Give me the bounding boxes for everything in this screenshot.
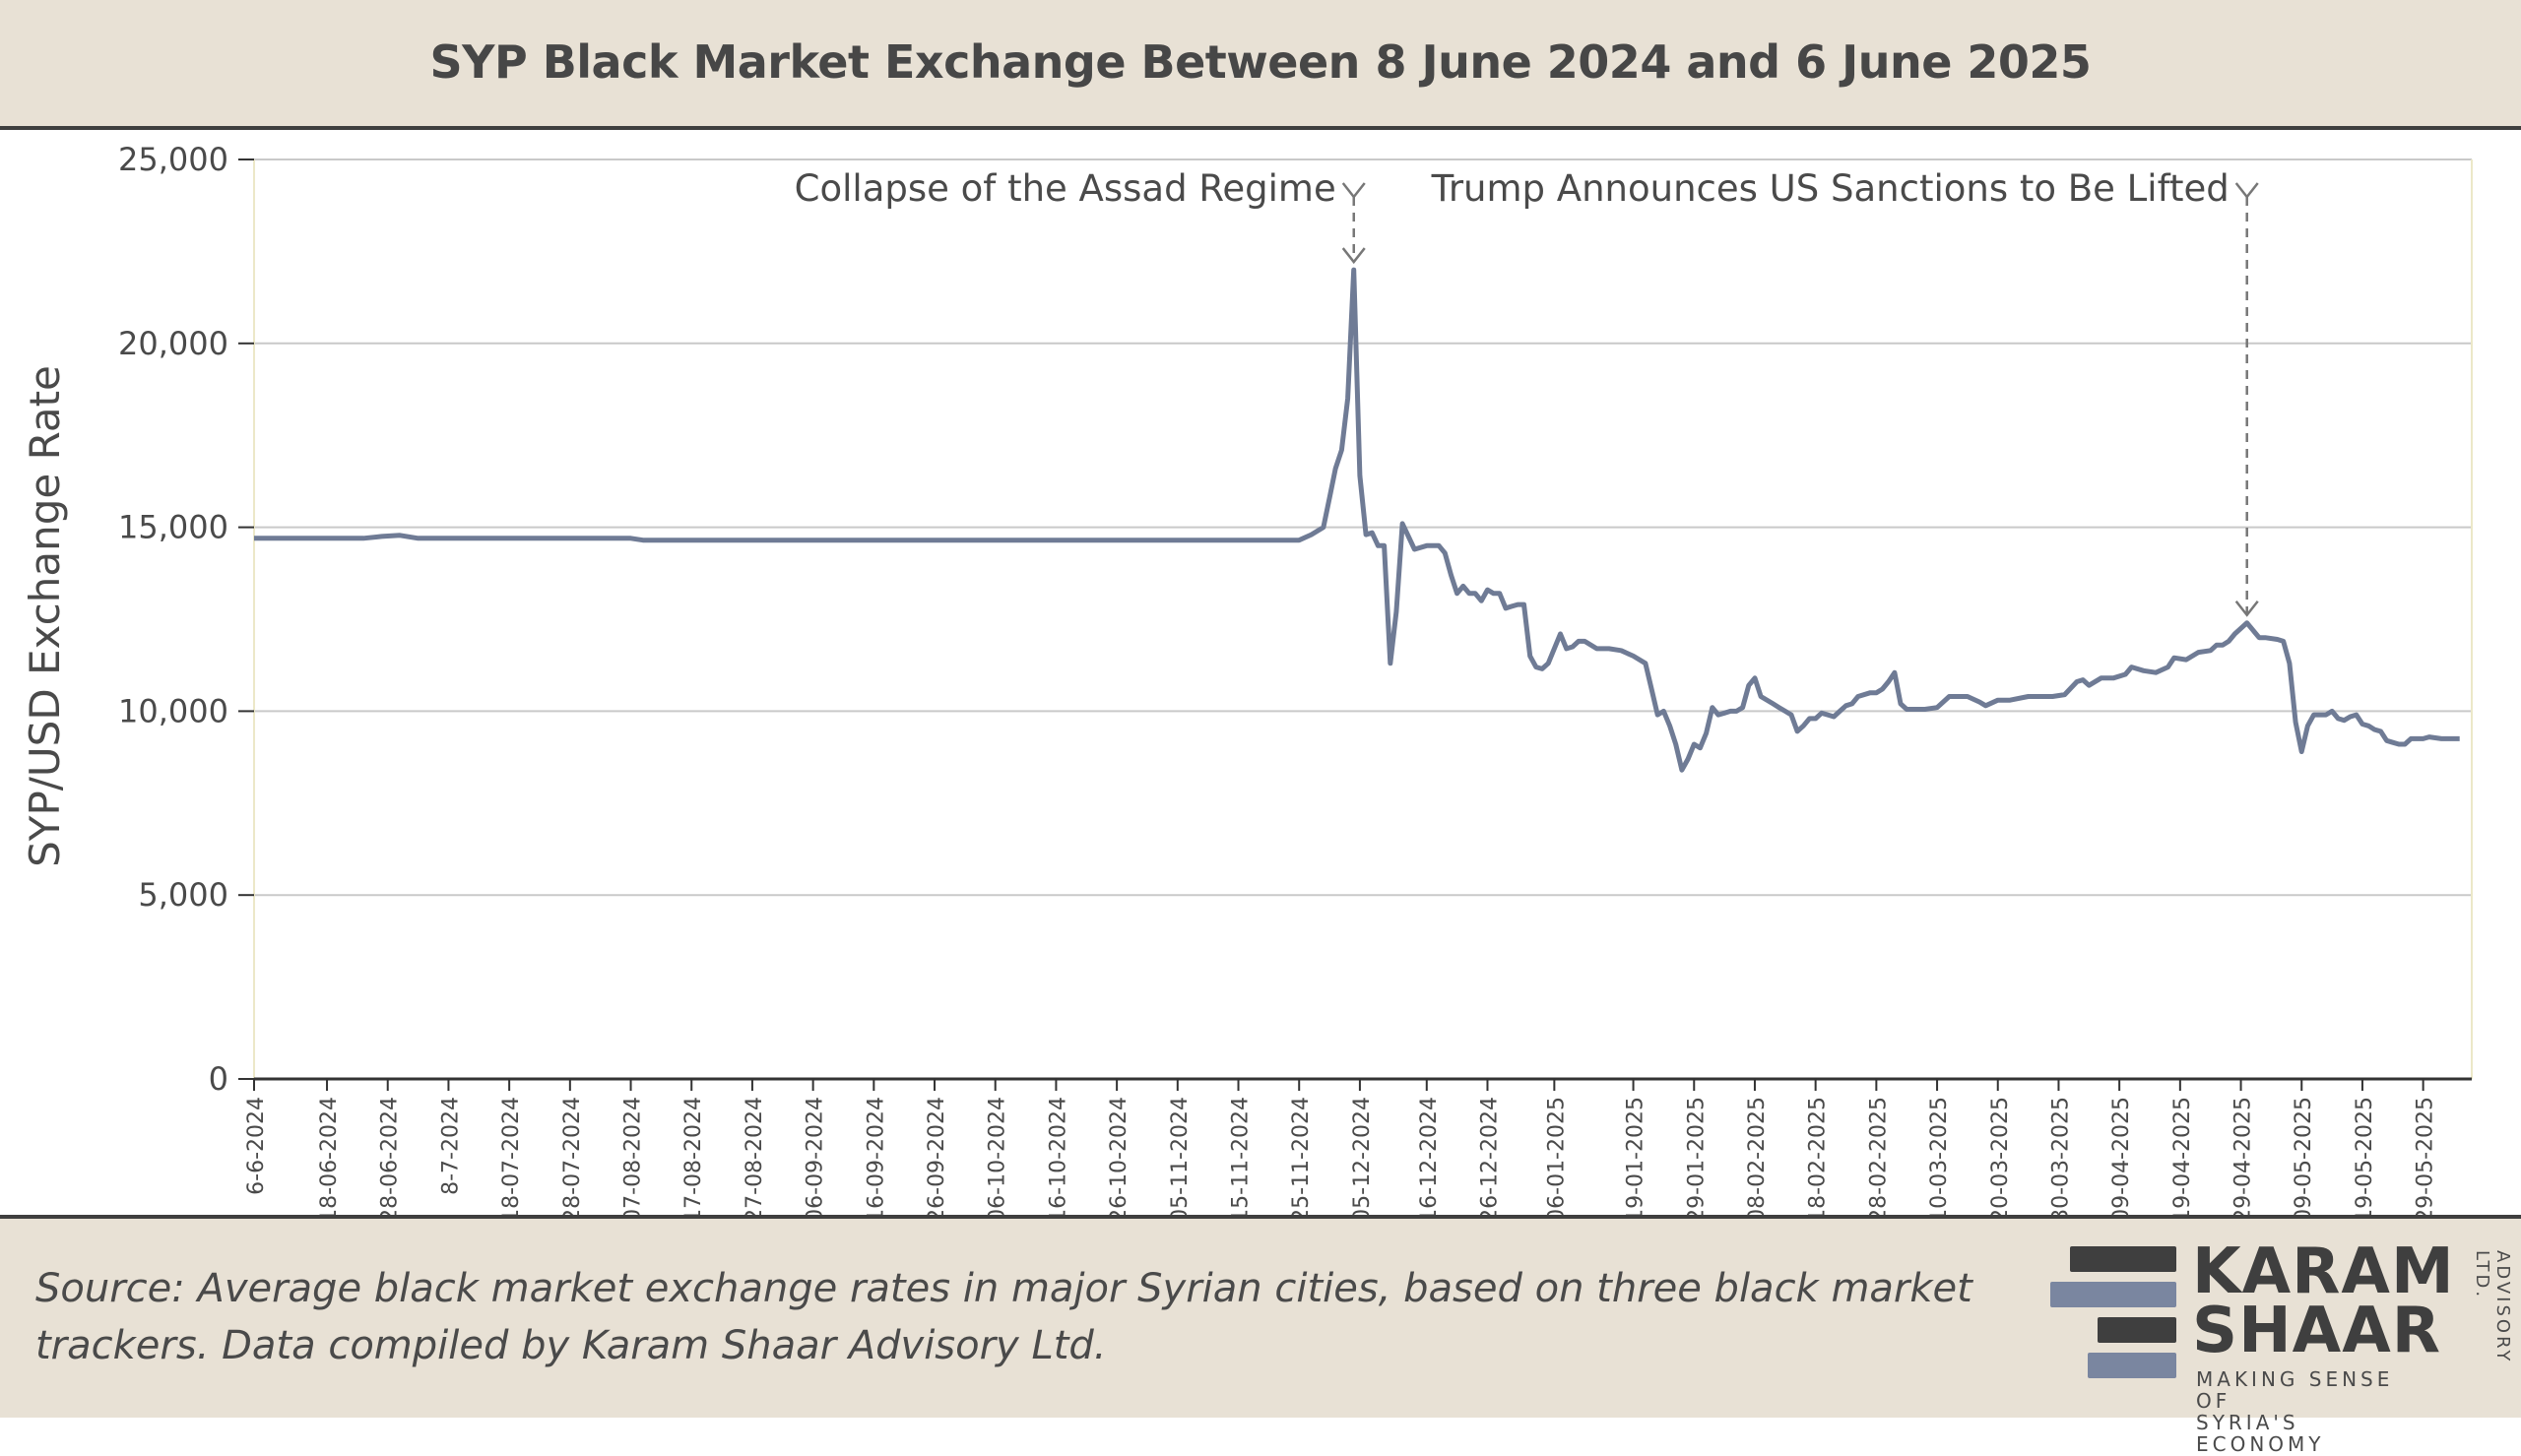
x-tick-label: 19-05-2025 xyxy=(2353,1097,2377,1215)
x-tick-label: 26-10-2024 xyxy=(1107,1097,1131,1215)
x-tick-label: 16-10-2024 xyxy=(1046,1097,1070,1215)
logo-bar-4 xyxy=(2088,1353,2176,1378)
annotation-label: Trump Announces US Sanctions to Be Lifte… xyxy=(1431,167,2230,210)
annotation-arrowhead xyxy=(1341,247,1366,265)
logo-vertical-text: ADVISORY LTD. xyxy=(2472,1250,2513,1364)
y-tick-label: 10,000 xyxy=(118,692,228,729)
chart-title: SYP Black Market Exchange Between 8 June… xyxy=(429,35,2092,89)
x-tick-label: 09-05-2025 xyxy=(2292,1097,2316,1215)
x-tick-label: 10-03-2025 xyxy=(1927,1097,1952,1215)
x-tick-label: 30-03-2025 xyxy=(2048,1097,2073,1215)
y-tick-label: 0 xyxy=(209,1060,228,1098)
footer-bar: Source: Average black market exchange ra… xyxy=(0,1215,2521,1455)
x-tick-label: 29-01-2025 xyxy=(1684,1097,1709,1215)
x-tick-label: 28-06-2024 xyxy=(378,1097,403,1215)
source-line-1: Source: Average black market exchange ra… xyxy=(35,1266,1972,1311)
y-axis-label: SYP/USD Exchange Rate xyxy=(21,365,69,867)
x-tick-label: 26-12-2024 xyxy=(1477,1097,1502,1215)
x-tick-label: 26-09-2024 xyxy=(925,1097,949,1215)
x-tick-label: 18-06-2024 xyxy=(317,1097,342,1215)
x-tick-label: 18-07-2024 xyxy=(499,1097,524,1215)
x-tick-label: 28-07-2024 xyxy=(560,1097,585,1215)
logo-tagline-line-1: MAKING SENSE OF xyxy=(2196,1367,2394,1413)
x-tick-label: 09-04-2025 xyxy=(2109,1097,2134,1215)
x-tick-label: 27-08-2024 xyxy=(743,1097,767,1215)
y-tick-label: 5,000 xyxy=(138,876,228,914)
x-tick-label: 08-02-2025 xyxy=(1745,1097,1770,1215)
logo-wordmark: KARAM SHAAR xyxy=(2192,1235,2455,1367)
x-tick-label: 07-08-2024 xyxy=(621,1097,646,1215)
annotation-label: Collapse of the Assad Regime xyxy=(795,167,1336,210)
x-tick-label: 28-02-2025 xyxy=(1866,1097,1891,1215)
x-tick-label: 17-08-2024 xyxy=(681,1097,706,1215)
x-tick-label: 20-03-2025 xyxy=(1988,1097,2013,1215)
header-bar: SYP Black Market Exchange Between 8 June… xyxy=(0,0,2521,130)
y-tick-label: 20,000 xyxy=(118,325,228,362)
series-layer xyxy=(254,267,2460,773)
y-tick-label: 25,000 xyxy=(118,141,228,178)
x-tick-label: 25-11-2024 xyxy=(1289,1097,1314,1215)
logo-tagline-line-2: SYRIA'S ECONOMY xyxy=(2196,1411,2325,1456)
x-tick-label: 8-7-2024 xyxy=(438,1097,463,1195)
x-tick-label: 06-01-2025 xyxy=(1544,1097,1569,1215)
x-tick-label: 06-10-2024 xyxy=(986,1097,1010,1215)
x-tick-label: 19-01-2025 xyxy=(1624,1097,1648,1215)
y-tick-label: 15,000 xyxy=(118,509,228,546)
source-line-2: trackers. Data compiled by Karam Shaar A… xyxy=(35,1323,1107,1368)
x-tick-label: 6-6-2024 xyxy=(244,1097,269,1195)
exchange-rate-line xyxy=(254,267,2460,773)
x-tick-label: 29-04-2025 xyxy=(2231,1097,2256,1215)
annotation-top-marker xyxy=(2234,182,2259,200)
exchange-rate-chart: 0 5,000 10,000 15,000 20,000 25,000 6-6-2024 18… xyxy=(21,141,2473,1215)
x-tick-label: 15-11-2024 xyxy=(1229,1097,1254,1215)
logo-tagline: MAKING SENSE OF SYRIA'S ECONOMY xyxy=(2196,1368,2432,1455)
logo-bar-1 xyxy=(2070,1246,2176,1272)
x-tick-label: 16-12-2024 xyxy=(1417,1097,1442,1215)
logo-bar-3 xyxy=(2098,1317,2176,1343)
x-tick-label: 16-09-2024 xyxy=(864,1097,888,1215)
x-tick-label: 29-05-2025 xyxy=(2414,1097,2438,1215)
annotation-arrowhead xyxy=(2234,600,2259,617)
annotations: Collapse of the Assad Regime Trump Announ… xyxy=(795,167,2259,617)
x-tick-label: 05-12-2024 xyxy=(1350,1097,1375,1215)
source-note: Source: Average black market exchange ra… xyxy=(35,1260,2005,1374)
x-tick-label: 18-02-2025 xyxy=(1806,1097,1831,1215)
karam-shaar-logo: KARAM SHAAR MAKING SENSE OF SYRIA'S ECON… xyxy=(2048,1235,2513,1455)
axes: 0 5,000 10,000 15,000 20,000 25,000 6-6-2024 18… xyxy=(118,141,2473,1215)
x-tick-label: 06-09-2024 xyxy=(804,1097,828,1215)
annotation-top-marker xyxy=(1341,182,1366,200)
x-tick-label: 05-11-2024 xyxy=(1168,1097,1193,1215)
logo-name-line-1: KARAM xyxy=(2192,1235,2455,1308)
x-tick-label: 19-04-2025 xyxy=(2170,1097,2195,1215)
logo-bar-2 xyxy=(2050,1282,2176,1307)
logo-name-line-2: SHAAR xyxy=(2192,1295,2441,1367)
